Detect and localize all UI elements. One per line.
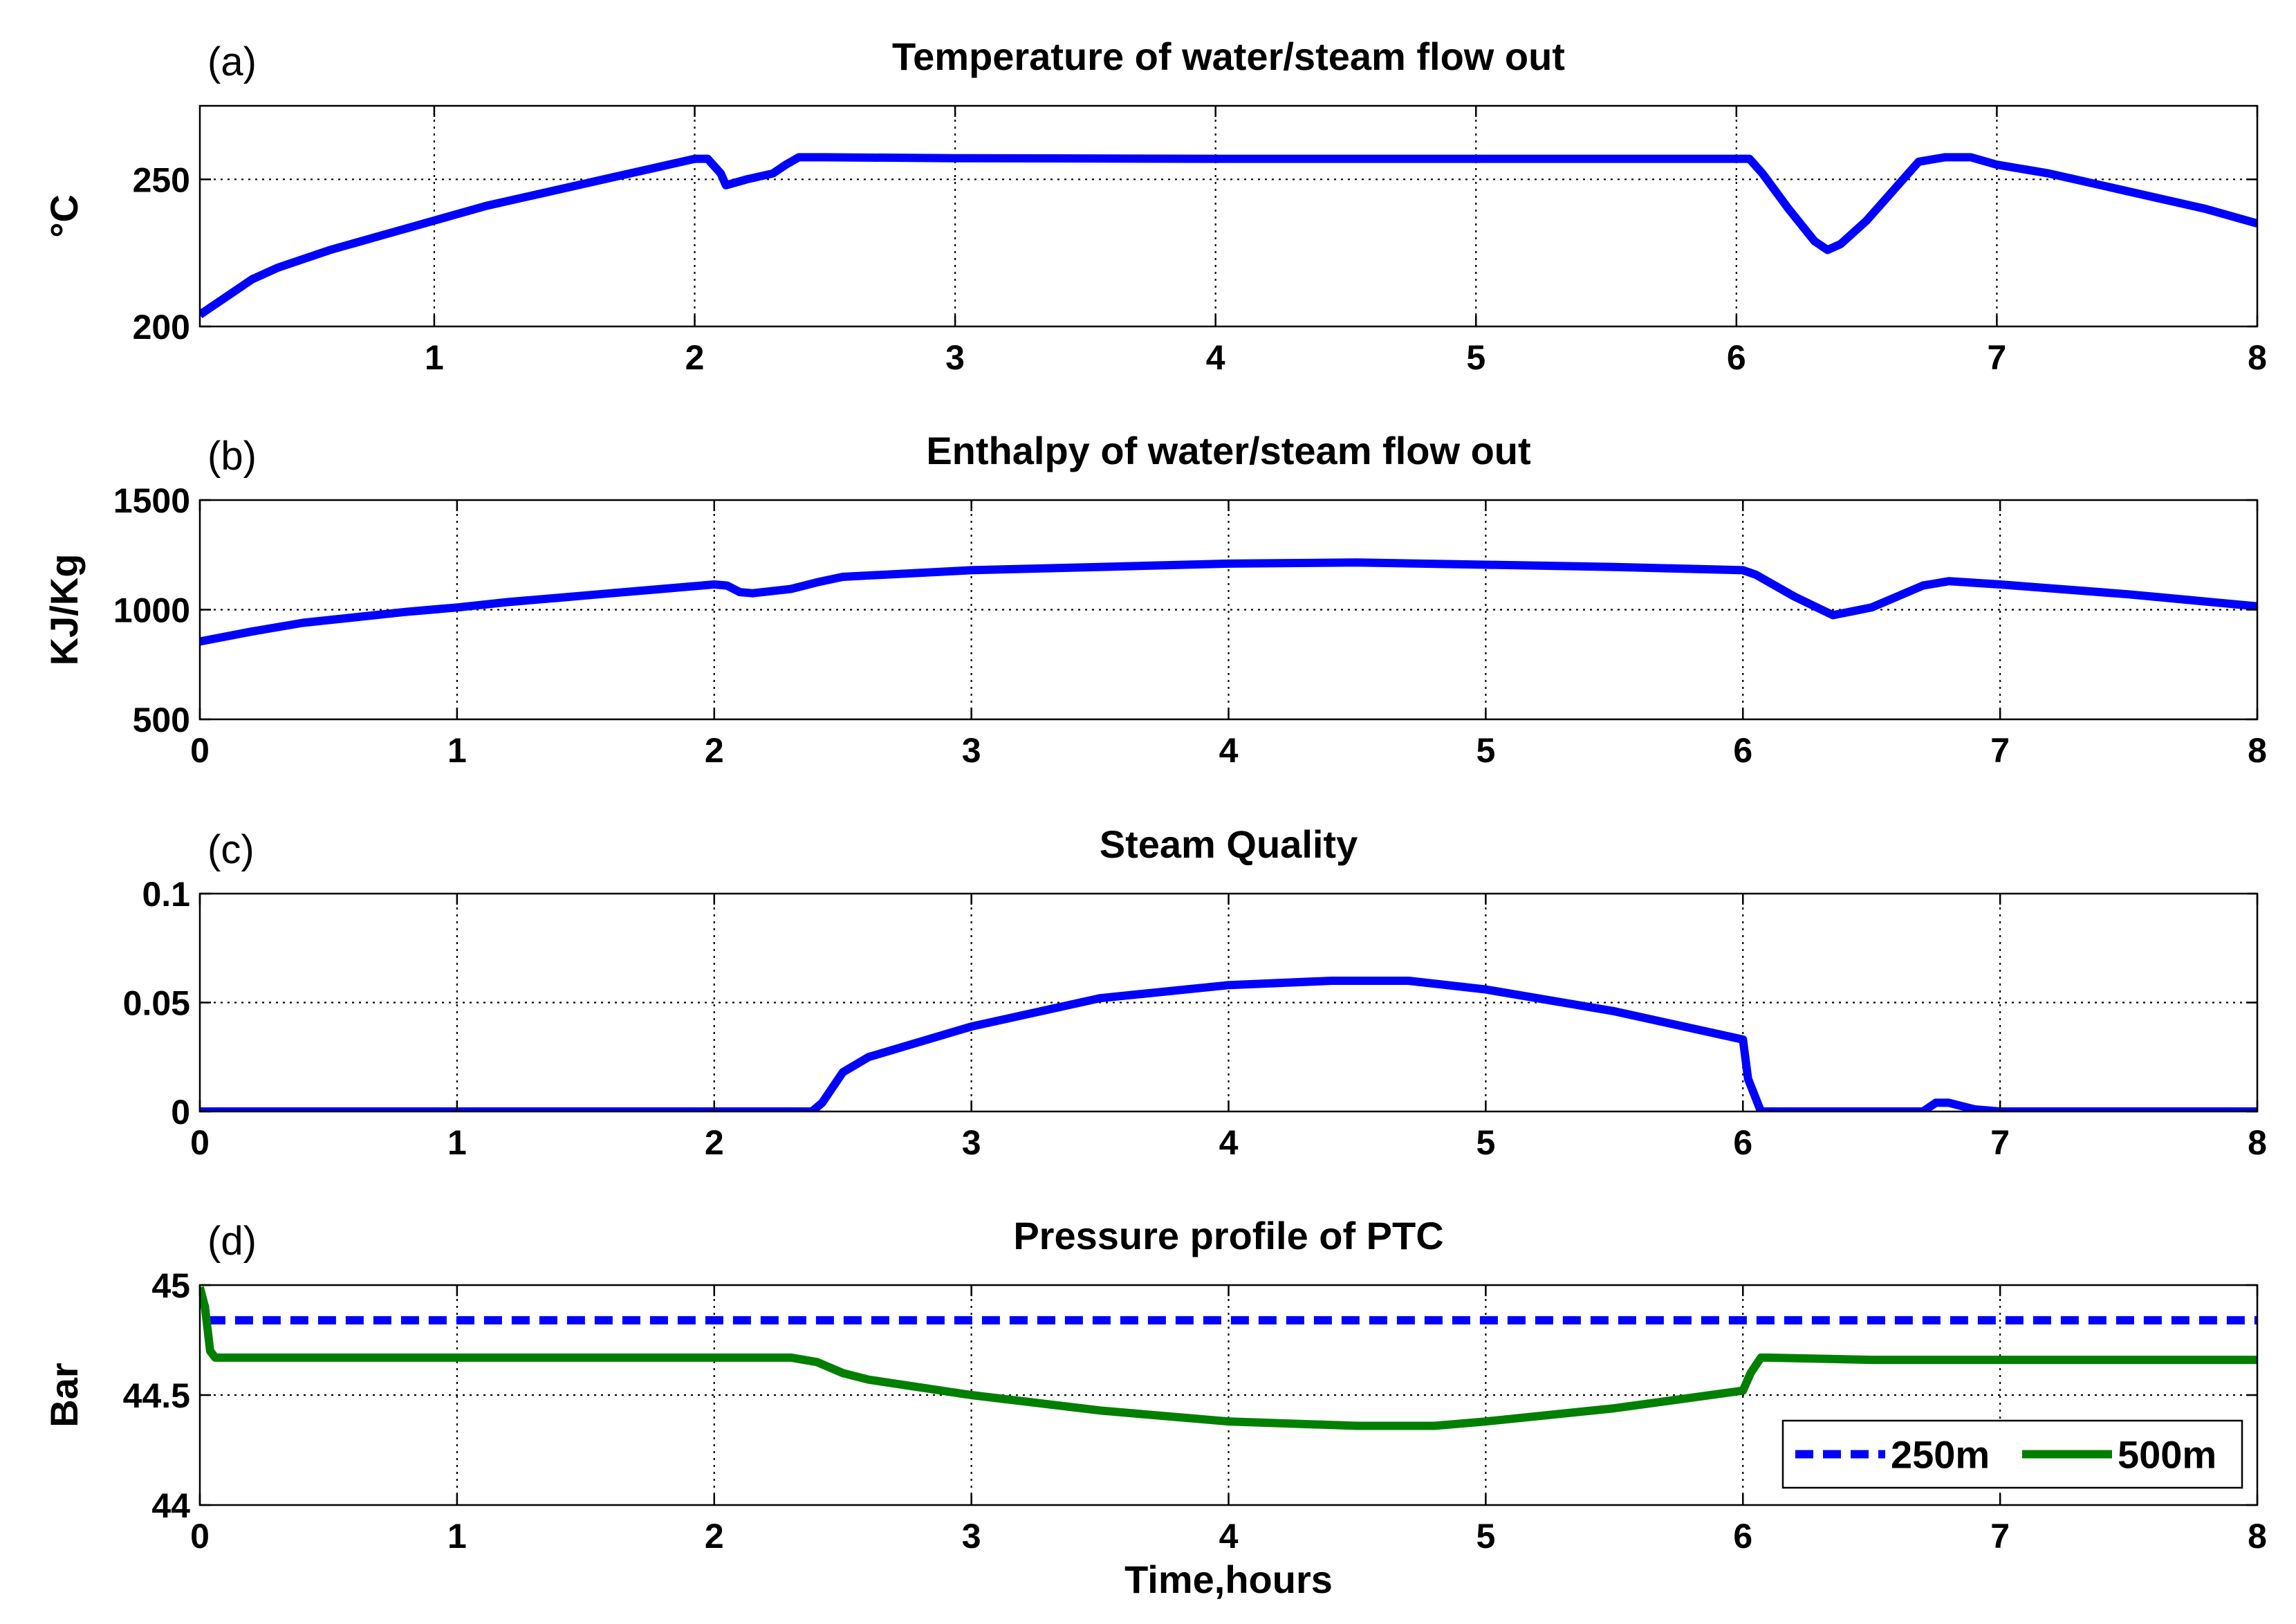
- panel-label: (d): [207, 1219, 257, 1264]
- x-tick-label: 2: [705, 1123, 724, 1162]
- legend-label-500m: 500m: [2118, 1433, 2216, 1477]
- series-line-outlet-enthalpy: [200, 558, 2257, 646]
- y-axis-label: °C: [42, 194, 86, 238]
- x-tick-label: 6: [1733, 731, 1752, 770]
- x-tick-label: 4: [1219, 1123, 1239, 1162]
- y-tick-label: 0.1: [142, 875, 190, 914]
- x-tick-label: 3: [962, 1517, 981, 1556]
- legend: 250m 500m: [1781, 1419, 2243, 1489]
- series-line-500m: [200, 1286, 2257, 1430]
- x-tick-label: 7: [1988, 338, 2007, 377]
- x-tick-label: 3: [962, 1123, 981, 1162]
- x-tick-label: 7: [1990, 1123, 2010, 1162]
- x-tick-label: 3: [945, 338, 965, 377]
- x-tick-label: 2: [705, 731, 724, 770]
- y-axis-label: KJ/Kg: [42, 554, 86, 666]
- series-line-outlet-temperature: [200, 153, 2257, 318]
- x-tick-label: 6: [1733, 1517, 1752, 1556]
- axes-box: [198, 892, 2259, 1113]
- chart-title: Enthalpy of water/steam flow out: [926, 429, 1530, 472]
- x-axis-label: Time,hours: [1124, 1558, 1333, 1601]
- x-tick-label: 8: [2248, 1517, 2267, 1556]
- x-tick-label: 5: [1476, 731, 1495, 770]
- legend-label-250m: 250m: [1891, 1433, 1990, 1477]
- y-tick-label: 44.5: [123, 1376, 190, 1415]
- x-tick-label: 8: [2248, 1123, 2267, 1162]
- x-tick-label: 8: [2248, 338, 2267, 377]
- y-tick-label: 0: [171, 1093, 190, 1132]
- x-tick-label: 0: [190, 731, 210, 770]
- x-tick-label: 4: [1219, 731, 1239, 770]
- x-tick-label: 2: [705, 1517, 724, 1556]
- chart-title: Steam Quality: [1100, 822, 1358, 866]
- y-tick-label: 1000: [113, 591, 190, 630]
- axes-box: [198, 104, 2259, 328]
- y-tick-label: 45: [151, 1266, 190, 1305]
- panel-label: (c): [207, 827, 254, 872]
- x-tick-label: 6: [1727, 338, 1746, 377]
- chart-title: Temperature of water/steam flow out: [892, 35, 1565, 78]
- x-tick-label: 6: [1733, 1123, 1752, 1162]
- x-tick-label: 0: [190, 1517, 210, 1556]
- panel-c: 0 1 2 3 4 5 6 7 8 0 0.05 0.1 (c) Steam Quality: [123, 822, 2267, 1162]
- series-line-steam-quality: [200, 977, 2257, 1111]
- x-tick-label: 1: [447, 1517, 467, 1556]
- x-tick-label: 8: [2248, 731, 2267, 770]
- x-tick-label: 3: [962, 731, 981, 770]
- x-tick-label: 1: [447, 731, 467, 770]
- y-tick-label: 44: [151, 1486, 190, 1525]
- panel-b: 0 1 2 3 4 5 6 7 8 500 1000 1500 (b) Enthalpy of water…: [42, 429, 2267, 770]
- x-tick-label: 4: [1219, 1517, 1239, 1556]
- x-tick-label: 5: [1476, 1517, 1495, 1556]
- x-tick-label: 1: [425, 338, 444, 377]
- x-tick-label: 2: [685, 338, 705, 377]
- x-tick-label: 5: [1466, 338, 1485, 377]
- x-tick-label: 7: [1990, 731, 2010, 770]
- panel-label: (a): [207, 39, 257, 84]
- y-tick-label: 200: [133, 308, 190, 347]
- y-tick-label: 500: [133, 701, 190, 739]
- y-tick-label: 0.05: [123, 984, 190, 1023]
- panel-label: (b): [207, 434, 257, 479]
- axes-box: [198, 499, 2259, 721]
- y-axis-label: Bar: [42, 1363, 86, 1427]
- panel-a: 1 2 3 4 5 6 7 8 200 250 (a) Temperature of water/st…: [42, 35, 2267, 377]
- chart-title: Pressure profile of PTC: [1013, 1214, 1443, 1257]
- x-tick-label: 0: [190, 1123, 210, 1162]
- x-tick-label: 7: [1990, 1517, 2010, 1556]
- y-tick-label: 1500: [113, 481, 190, 520]
- x-tick-label: 4: [1206, 338, 1225, 377]
- x-tick-label: 5: [1476, 1123, 1495, 1162]
- x-tick-label: 1: [447, 1123, 467, 1162]
- y-tick-label: 250: [133, 160, 190, 199]
